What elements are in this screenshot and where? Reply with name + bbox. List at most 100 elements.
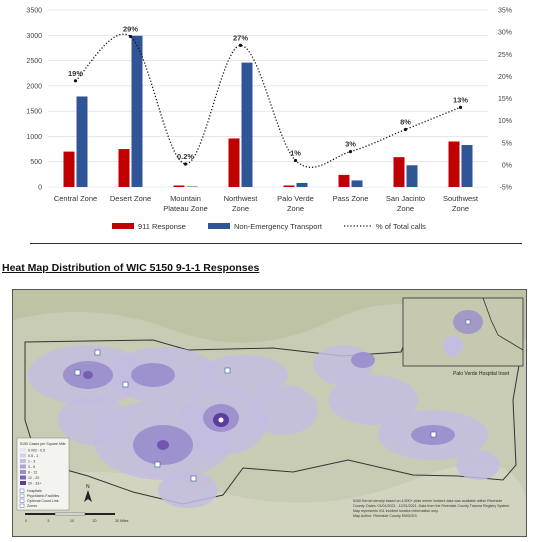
bar-non-emergency: [241, 62, 253, 187]
y2-tick-label: 15%: [498, 96, 512, 103]
section-divider: [30, 243, 522, 244]
percent-line-path: [75, 33, 461, 168]
category-label: Plateau Zone: [163, 204, 208, 213]
heat-zones: [28, 345, 500, 508]
category-label: Pass Zone: [333, 194, 369, 203]
map-legend-extra-item: Zones: [27, 504, 37, 508]
map-legend-swatch: [20, 448, 26, 452]
map-legend-item: 0.5 - 1: [28, 454, 38, 458]
y2-tick-label: -5%: [500, 185, 512, 192]
percent-data-label: 0.2%: [177, 152, 194, 161]
map-legend-item: 0.002 - 0.5: [28, 448, 45, 452]
map-legend-extra-item: Hospitals: [27, 489, 42, 493]
inset-label: Palo Verde Hospital Inset: [453, 371, 510, 377]
percent-point: [238, 43, 243, 48]
bar-line-chart: 0 500 1000 1500 2000 2500 3000 3500 -5% 0% 5% 10% 1…: [26, 8, 512, 232]
map-notes: 5150 Kernel density based on 4,500+ plot…: [353, 499, 510, 518]
percent-data-label: 13%: [453, 95, 468, 104]
y2-tick-label: 25%: [498, 52, 512, 59]
map-legend: 5150 Cases per Square Mile 0.002 - 0.5 0.…: [16, 437, 70, 511]
bar-911: [173, 185, 185, 187]
map-legend-item: 20 - 33+: [28, 481, 41, 485]
scale-label: 20: [93, 519, 97, 523]
category-label: Zone: [452, 204, 469, 213]
bar-non-emergency: [76, 96, 88, 187]
bar-non-emergency: [351, 180, 363, 187]
y2-tick-label: 20%: [498, 74, 512, 81]
bar-non-emergency: [296, 182, 308, 187]
north-label: N: [86, 484, 90, 490]
percent-point: [403, 127, 408, 132]
category-label: Zone: [287, 204, 304, 213]
category-label: Mountain: [170, 194, 201, 203]
legend-label-percent: % of Total calls: [376, 222, 426, 231]
y-tick-label: 0: [38, 185, 42, 192]
terrain-shade-2: [13, 464, 526, 536]
scale-label: 30 Miles: [115, 519, 129, 523]
map-legend-items: 0.002 - 0.5 0.5 - 11 - 3 3 - 66 - 12 12 - 2…: [20, 448, 45, 485]
map-legend-item: 6 - 12: [28, 470, 37, 474]
map-legend-swatch: [20, 481, 26, 485]
bar-911: [448, 141, 460, 187]
bar-911: [338, 174, 350, 187]
gridlines: [48, 9, 488, 188]
category-label: Central Zone: [54, 194, 97, 203]
percent-data-label: 27%: [233, 33, 248, 42]
category-label: Southwest: [443, 194, 479, 203]
percent-point: [458, 105, 463, 109]
legend-swatch-911: [112, 223, 134, 229]
percent-data-label: 1%: [290, 148, 301, 157]
map-legend-extra-swatch: [19, 493, 25, 498]
left-axis-ticks: 0 500 1000 1500 2000 2500 3000 3500: [26, 8, 42, 192]
map-legend-extra-swatch: [19, 498, 25, 503]
percent-point: [128, 34, 133, 39]
north-arrow: N: [84, 484, 92, 502]
percent-line: 19% 29% 0.2% 27% 1% 3% 8% 13%: [68, 25, 468, 168]
map-note-line: Map represents 911 incident location inf…: [353, 509, 439, 513]
category-label: Palo Verde: [277, 194, 314, 203]
map-legend-extra-swatch: [19, 488, 25, 493]
scale-bar: 0 5 10 20 30 Miles: [25, 512, 129, 523]
scale-label: 0: [25, 519, 27, 523]
category-label: Zone: [232, 204, 249, 213]
map-legend-swatch: [20, 464, 26, 469]
map-note-line: 5150 Kernel density based on 4,500+ plot…: [353, 499, 502, 503]
y-tick-label: 3000: [26, 33, 42, 40]
palo-verde-inset: Palo Verde Hospital Inset: [402, 297, 524, 377]
bar-non-emergency: [186, 186, 198, 187]
y2-tick-label: 5%: [502, 140, 512, 147]
category-label: San Jacinto: [386, 194, 425, 203]
map-legend-item: 3 - 6: [28, 465, 35, 469]
y-tick-label: 500: [30, 159, 42, 166]
percent-data-label: 8%: [400, 117, 411, 126]
heat-map: Palo Verde Hospital Inset 5150 Cases per…: [12, 289, 527, 537]
y2-tick-label: 0%: [502, 162, 512, 169]
percent-data-label: 19%: [68, 69, 83, 78]
map-legend-swatch: [20, 470, 26, 474]
y-tick-label: 2000: [26, 83, 42, 90]
y2-tick-label: 35%: [498, 8, 512, 15]
bar-911: [118, 149, 130, 187]
map-note-line: County. Dates: 01/01/2021 - 12/31/2021. …: [353, 504, 510, 508]
scale-labels: 0 5 10 20 30 Miles: [25, 519, 129, 523]
map-legend-item: 12 - 20: [28, 476, 39, 480]
map-legend-title: 5150 Cases per Square Mile: [20, 442, 66, 446]
map-legend-swatch: [20, 453, 26, 458]
map-note-line: Map Author: Riverside County EMS/GIS: [353, 514, 417, 518]
map-legend-extra-item: Psychiatric Facilities: [27, 494, 60, 498]
y-tick-label: 2500: [26, 58, 42, 65]
scale-label: 10: [70, 519, 74, 523]
bars: [63, 35, 473, 187]
map-legend-swatch: [20, 475, 26, 480]
y2-tick-label: 10%: [498, 118, 512, 125]
bar-911: [63, 151, 75, 187]
bar-911: [228, 138, 240, 187]
legend-label-911: 911 Response: [138, 222, 186, 231]
y-tick-label: 1000: [26, 134, 42, 141]
scale-label: 5: [48, 519, 50, 523]
legend: 911 Response Non-Emergency Transport % of …: [112, 222, 426, 231]
percent-data-label: 29%: [123, 25, 138, 34]
bar-911: [393, 157, 405, 187]
hotspot-core: [218, 417, 224, 423]
bar-non-emergency: [461, 145, 473, 187]
